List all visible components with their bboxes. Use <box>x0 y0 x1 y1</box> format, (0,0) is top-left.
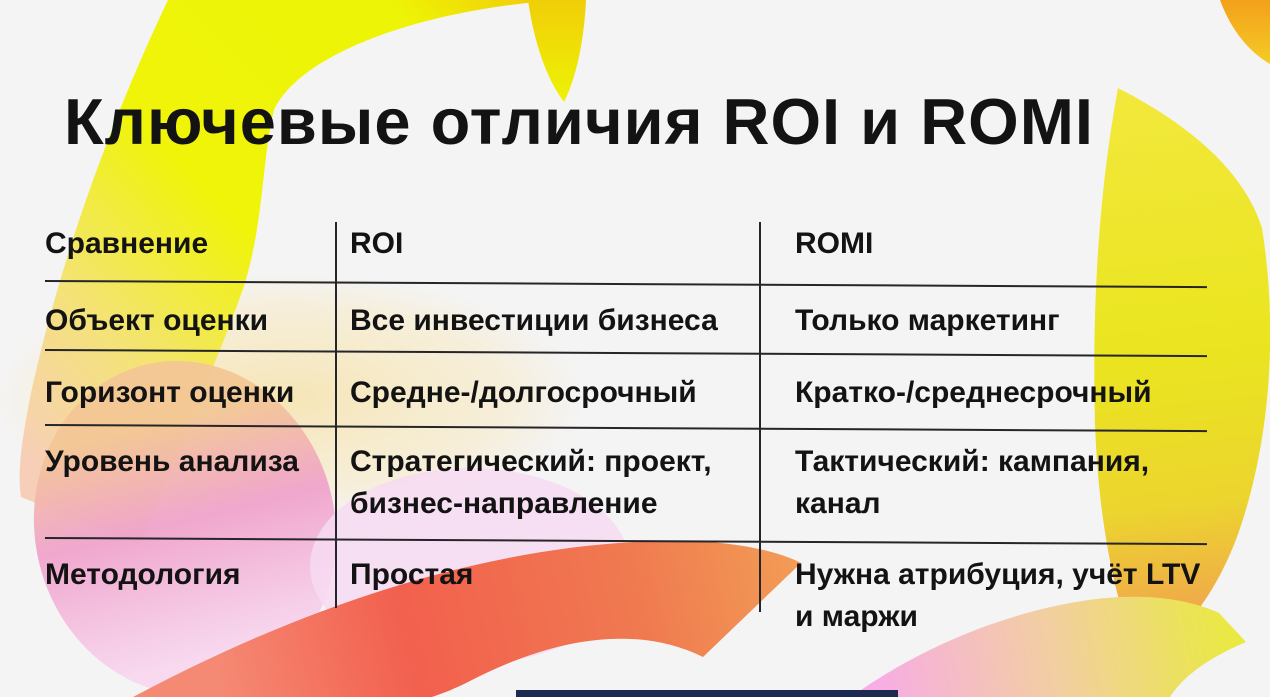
cell-roi-horizon: Средне-/долгосрочный <box>350 376 697 409</box>
row-label-object: Объект оценки <box>45 304 269 337</box>
pink-blob <box>33 361 337 695</box>
swirl-top-finger <box>528 0 586 102</box>
swirl-bottom-orange-band <box>133 540 801 697</box>
bottom-pink-yellow-band <box>851 596 1246 697</box>
cell-roi-analysis-level: Стратегический: проект, бизнес-направлен… <box>350 445 712 520</box>
bottom-accent-bar <box>516 690 898 697</box>
column-header-romi: ROMI <box>795 227 874 260</box>
cell-romi-horizon: Кратко-/среднесрочный <box>795 376 1152 409</box>
row-label-methodology: Методология <box>45 558 241 591</box>
page-title: Ключевые отличия ROI и ROMI <box>64 85 1094 158</box>
table-column-divider-1 <box>335 222 337 608</box>
cell-romi-analysis-level: Тактический: кампания, канал <box>795 445 1150 520</box>
cell-romi-methodology: Нужна атрибуция, учёт LTV и маржи <box>795 558 1201 633</box>
row-label-analysis-level: Уровень анализа <box>45 445 299 478</box>
cell-romi-object: Только маркетинг <box>795 304 1060 337</box>
cell-roi-object: Все инвестиции бизнеса <box>350 304 718 337</box>
cell-roi-methodology: Простая <box>350 558 474 591</box>
row-label-horizon: Горизонт оценки <box>45 376 295 409</box>
table-column-divider-2 <box>759 222 761 612</box>
corner-orange-blob <box>1220 0 1270 64</box>
column-header-roi: ROI <box>350 227 404 260</box>
column-header-comparison: Сравнение <box>45 227 209 260</box>
swirl-right-band <box>1094 88 1270 659</box>
